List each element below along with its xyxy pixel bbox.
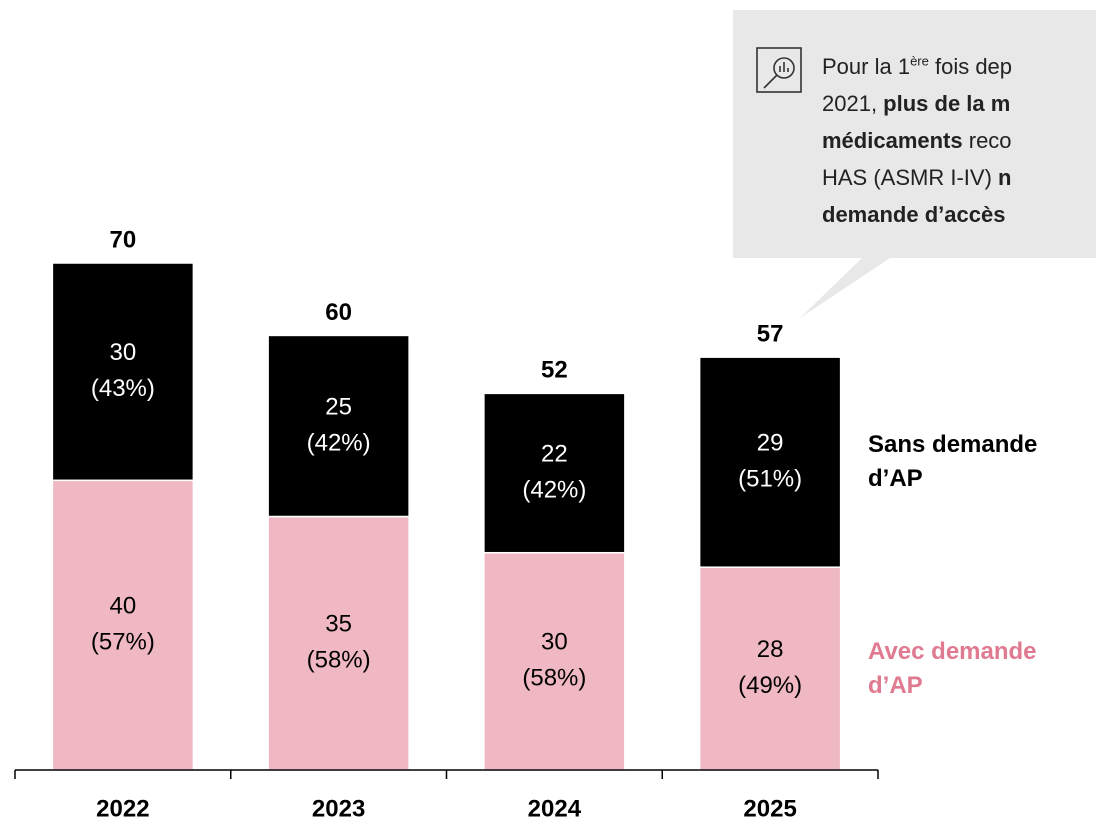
callout-line: HAS (ASMR I-IV) n (822, 159, 1012, 196)
callout-text-segment: médicaments (822, 128, 963, 153)
segment-value-label: 25 (325, 393, 352, 420)
segment-percent-label: (58%) (307, 647, 371, 674)
segment-value-label: 30 (541, 629, 568, 656)
segment-percent-label: (42%) (307, 429, 371, 456)
bar-segment (267, 515, 410, 771)
bar-segment (483, 392, 626, 554)
callout-text-segment: reco (962, 128, 1012, 153)
x-tick-label: 2024 (528, 795, 582, 822)
total-label: 60 (325, 299, 352, 326)
callout-text-segment: HAS (ASMR I-IV) (822, 165, 999, 190)
segment-value-label: 35 (325, 611, 352, 638)
callout-line: demande d’accès (822, 196, 1012, 233)
segment-percent-label: (58%) (522, 665, 586, 692)
total-label: 70 (110, 226, 137, 253)
legend-label: Sans demande d’AP (868, 431, 1038, 493)
legend-label: Avec demande d’AP (868, 637, 1037, 699)
x-tick-label: 2023 (312, 795, 365, 822)
total-label: 57 (757, 321, 784, 348)
callout-text-segment: ère (910, 53, 929, 69)
segment-value-label: 40 (110, 592, 137, 619)
segment-value-label: 28 (757, 636, 784, 663)
callout-line: Pour la 1ère fois dep (822, 48, 1012, 85)
callout-text-segment: plus de la m (883, 91, 1011, 116)
segment-percent-label: (57%) (91, 628, 155, 655)
segment-value-label: 29 (757, 430, 784, 457)
callout-text-segment: fois dep (928, 54, 1013, 79)
bar-segment (698, 566, 842, 771)
x-tick-label: 2025 (743, 795, 796, 822)
segment-percent-label: (43%) (91, 375, 155, 402)
callout-box (733, 10, 1096, 318)
callout-line: médicaments reco (822, 122, 1012, 159)
callout-icon (756, 47, 802, 93)
callout-text-segment: Pour la 1 (822, 54, 911, 79)
bar-segment (51, 479, 195, 771)
bar-segment (698, 356, 842, 568)
segment-percent-label: (42%) (522, 476, 586, 503)
segment-value-label: 30 (110, 339, 137, 366)
callout-line: 2021, plus de la m (822, 85, 1012, 122)
segment-percent-label: (51%) (738, 466, 802, 493)
segment-percent-label: (49%) (738, 672, 802, 699)
bar-segment (51, 262, 195, 482)
callout-text-segment: n (998, 165, 1012, 190)
segment-value-label: 22 (541, 440, 568, 467)
callout-text-segment: demande d’accès (822, 202, 1006, 227)
bar-segment (483, 551, 626, 771)
callout-text-segment: 2021, (822, 91, 884, 116)
total-label: 52 (541, 357, 568, 384)
x-tick-label: 2022 (96, 795, 149, 822)
bar-segment (267, 334, 410, 518)
